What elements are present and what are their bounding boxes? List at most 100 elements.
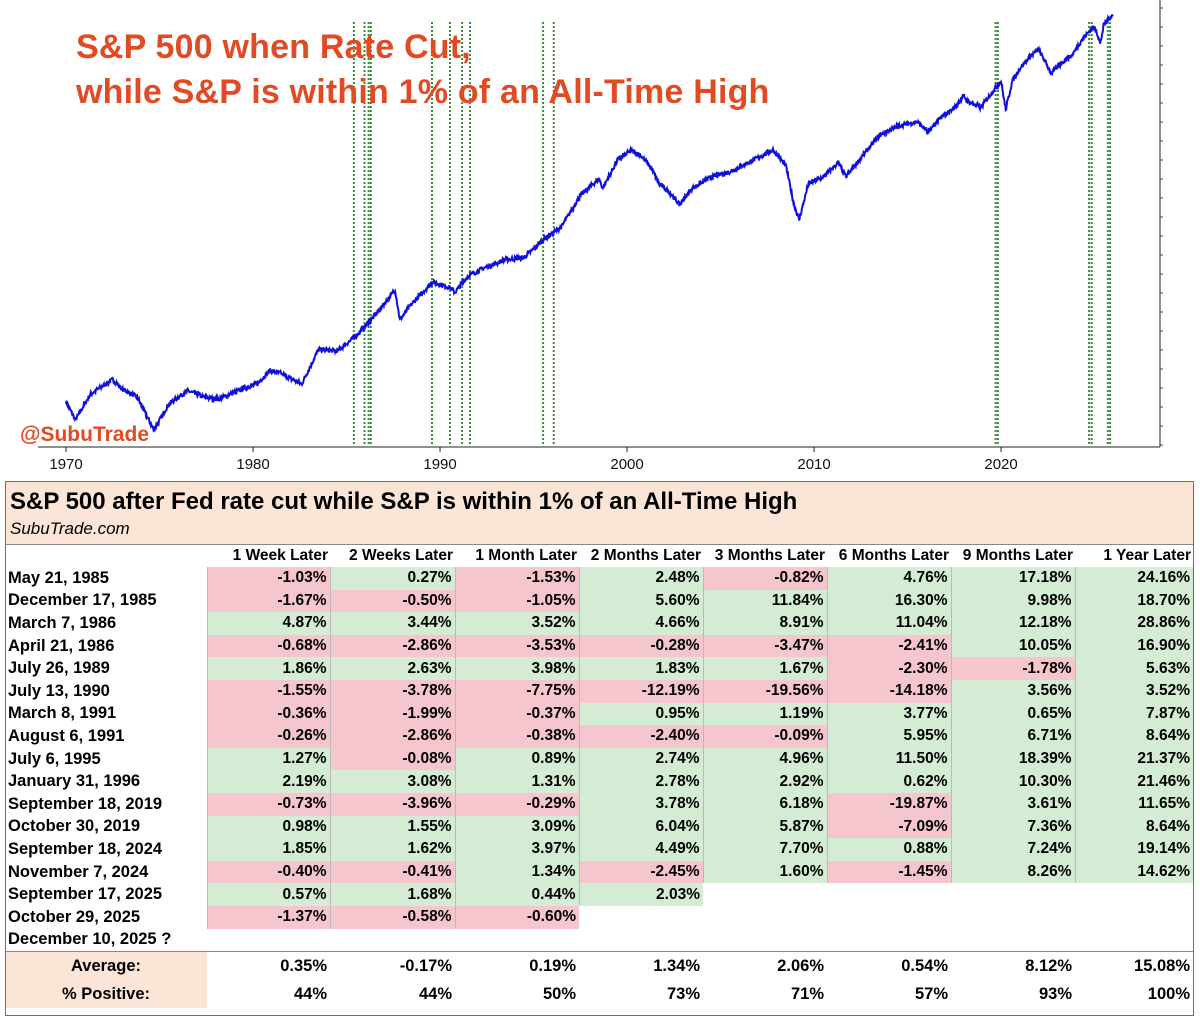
return-cell: -0.38% [454, 725, 579, 748]
return-cell: 4.96% [702, 747, 827, 771]
row-date-label: December 10, 2025 ? [8, 930, 172, 949]
table-row: July 26, 1989 1.86% 2.63% 3.98% 1.83% 1.67% -2… [6, 657, 1193, 680]
positive-row-value: 71% [703, 980, 827, 1009]
table-row: January 31, 1996 2.19% 3.08% 1.31% 2.78% 2.92… [6, 770, 1193, 793]
column-header: 3 Months Later [714, 547, 825, 564]
row-date-label: May 21, 1985 [8, 568, 109, 587]
return-cell: -0.08% [329, 747, 455, 771]
return-cell: -0.09% [702, 725, 827, 748]
column-header: 9 Months Later [962, 547, 1073, 564]
return-cell: -1.99% [329, 702, 455, 726]
row-date-label: July 26, 1989 [8, 659, 110, 678]
return-cell: -7.09% [826, 815, 951, 839]
return-cell: 2.48% [578, 567, 703, 590]
return-cell: -12.19% [578, 679, 703, 703]
return-cell: 2.92% [702, 770, 827, 793]
return-cell: 21.46% [1074, 770, 1193, 793]
return-cell: -1.03% [206, 567, 330, 590]
return-cell: -3.47% [702, 634, 827, 658]
return-cell: 11.50% [826, 747, 951, 771]
return-cell: -3.78% [329, 679, 455, 703]
return-cell: -0.37% [454, 702, 579, 726]
table-row: October 29, 2025 -1.37% -0.58% -0.60% [6, 905, 1193, 929]
return-cell [951, 883, 1075, 906]
return-cell: 1.62% [329, 838, 455, 861]
return-cell: -2.86% [329, 725, 455, 748]
table-row: March 8, 1991 -0.36% -1.99% -0.37% 0.95% 1.19… [6, 702, 1193, 726]
return-cell: 16.90% [1074, 634, 1193, 658]
return-cell [703, 905, 827, 929]
return-cell [827, 883, 951, 906]
return-cell: -0.36% [206, 702, 330, 726]
column-header: 6 Months Later [838, 547, 949, 564]
return-cell: -1.05% [454, 589, 579, 613]
return-cell: -1.55% [206, 679, 330, 703]
return-cell: 1.86% [206, 657, 330, 680]
table-row: July 6, 1995 1.27% -0.08% 0.89% 2.74% 4.96% 11… [6, 747, 1193, 771]
average-row-value: 0.19% [455, 951, 579, 981]
return-cell: -0.58% [329, 905, 455, 929]
return-cell: -3.53% [454, 634, 579, 658]
x-tick-label-1990: 1990 [423, 456, 456, 473]
return-cell: 7.87% [1074, 702, 1193, 726]
table-row: December 10, 2025 ? [6, 928, 1193, 952]
average-row-value: 0.54% [827, 951, 951, 981]
return-cell: 1.34% [454, 860, 579, 884]
return-cell [207, 928, 330, 952]
row-date-label: August 6, 1991 [8, 726, 125, 745]
positive-row: % Positive: 44% 44% 50% 73% 71% 57% 93% 100% [6, 980, 1193, 1009]
return-cell: 11.65% [1074, 792, 1193, 816]
return-cell: 1.60% [702, 860, 827, 884]
chart-title-line-2: while S&P is within 1% of an All-Time Hi… [76, 73, 770, 111]
return-cell: 3.52% [1074, 679, 1193, 703]
return-cell: -1.45% [826, 860, 951, 884]
return-cell: 3.08% [329, 770, 455, 793]
return-cell: 10.05% [950, 634, 1075, 658]
return-cell: 1.31% [454, 770, 579, 793]
positive-row-value: 44% [330, 980, 455, 1009]
return-cell: 7.70% [702, 838, 827, 861]
return-cell: -1.67% [206, 589, 330, 613]
return-cell: -3.96% [329, 792, 455, 816]
column-header: 1 Week Later [232, 547, 328, 564]
return-cell: 7.24% [950, 838, 1075, 861]
return-cell [703, 928, 827, 952]
return-cell: 18.70% [1074, 589, 1193, 613]
x-tick-label-2020: 2020 [984, 456, 1017, 473]
return-cell: 8.64% [1074, 815, 1193, 839]
return-cell: 9.98% [950, 589, 1075, 613]
row-date-label: April 21, 1986 [8, 636, 115, 655]
row-date-label: July 6, 1995 [8, 749, 101, 768]
return-cell: 18.39% [950, 747, 1075, 771]
return-cell [827, 928, 951, 952]
column-header: 1 Year Later [1103, 547, 1191, 564]
return-cell: 6.71% [950, 725, 1075, 748]
return-cell: -19.56% [702, 679, 827, 703]
return-cell: 3.97% [454, 838, 579, 861]
return-cell: -0.60% [454, 905, 579, 929]
table-row: December 17, 1985 -1.67% -0.50% -1.05% 5.60%… [6, 589, 1193, 613]
average-row-value: 0.35% [207, 951, 330, 981]
return-cell: -0.73% [206, 792, 330, 816]
column-header: 1 Month Later [475, 547, 577, 564]
return-cell: 0.27% [329, 567, 455, 590]
sp500-line-chart-svg: 1970 1980 1990 2000 2010 2020 [38, 0, 1163, 473]
return-cell: 2.03% [578, 883, 703, 906]
return-cell: 1.67% [702, 657, 827, 680]
return-cell: 8.91% [702, 612, 827, 635]
table-header: S&P 500 after Fed rate cut while S&P is … [6, 482, 1193, 545]
table-row: November 7, 2024 -0.40% -0.41% 1.34% -2.45% 1… [6, 860, 1193, 884]
return-cell: 7.36% [950, 815, 1075, 839]
return-cell [455, 928, 579, 952]
return-cell: 0.44% [454, 883, 579, 906]
row-date-label: September 18, 2024 [8, 839, 163, 858]
returns-table-panel: S&P 500 after Fed rate cut while S&P is … [5, 481, 1194, 1016]
return-cell [951, 928, 1075, 952]
row-date-label: March 8, 1991 [8, 704, 117, 723]
return-cell: -1.53% [454, 567, 579, 590]
return-cell: 5.63% [1074, 657, 1193, 680]
return-cell: 0.57% [206, 883, 330, 906]
return-cell [579, 905, 703, 929]
return-cell: -14.18% [826, 679, 951, 703]
return-cell: -0.82% [702, 567, 827, 590]
